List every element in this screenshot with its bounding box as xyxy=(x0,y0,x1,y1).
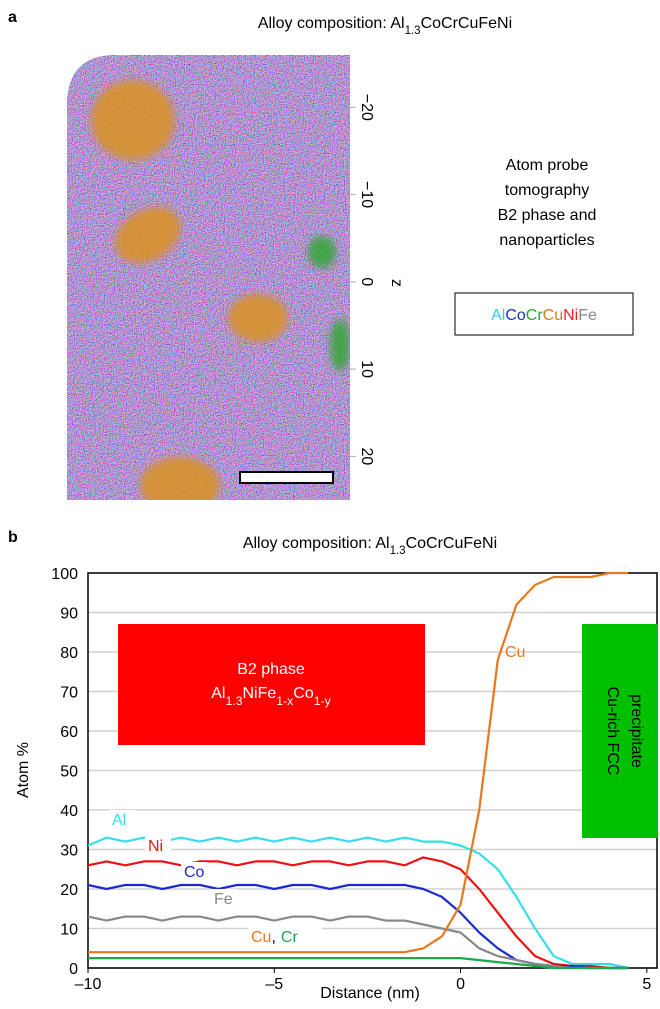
panel-label: a xyxy=(8,9,17,26)
legend-entry: Fe xyxy=(578,307,597,324)
b2-formula-part: 1.3 xyxy=(225,694,242,708)
z-tick-label: 0 xyxy=(358,277,375,286)
series-line xyxy=(88,957,629,970)
series-label-part: , xyxy=(271,929,275,946)
chart-title-part: CoCrCuFeNi xyxy=(406,535,498,552)
series-label: Cu xyxy=(505,644,525,661)
legend: AlCoCrCuNiFe xyxy=(491,307,597,324)
side-text: B2 phase and xyxy=(498,207,597,224)
side-text: Atom probe xyxy=(506,157,589,174)
z-tick-label: 20 xyxy=(358,447,375,465)
z-tick-label: −10 xyxy=(358,181,375,208)
chart-title-part: 1.3 xyxy=(390,545,406,557)
series-label-part: Cr xyxy=(281,929,299,946)
scale-bar xyxy=(239,471,334,484)
series-line xyxy=(87,836,629,970)
legend-box xyxy=(454,292,634,336)
series-line xyxy=(87,915,629,970)
y-tick-label: 80 xyxy=(60,645,78,662)
label-bg xyxy=(145,836,171,856)
atom-probe-image xyxy=(67,55,350,500)
series-label: Ni xyxy=(148,838,163,855)
series-line xyxy=(88,571,629,954)
series-line xyxy=(87,856,629,970)
y-tick-label: 0 xyxy=(69,961,78,978)
b2-formula-part: 1-y xyxy=(314,694,332,708)
series-line xyxy=(87,883,629,970)
fcc-text: Cu-rich FCC xyxy=(604,687,621,776)
legend-entry: Cr xyxy=(526,307,544,324)
label-bg xyxy=(109,810,135,830)
b2-box xyxy=(118,624,425,745)
y-tick-label: 10 xyxy=(60,922,78,939)
x-tick-label: 0 xyxy=(456,976,465,993)
y-tick-label: 60 xyxy=(60,724,78,741)
label-bg xyxy=(181,862,207,882)
z-tick-label: −20 xyxy=(358,94,375,121)
z-axis-label: z xyxy=(388,279,405,287)
side-text: tomography xyxy=(505,182,590,199)
series-label-part: Cu xyxy=(251,929,271,946)
x-axis-label: Distance (nm) xyxy=(320,985,420,1002)
fcc-text: precipitate xyxy=(628,694,645,768)
b2-formula: Al1.3NiFe1-xCo1-y xyxy=(211,685,331,708)
label-bg xyxy=(211,889,237,909)
x-tick-label: –5 xyxy=(265,976,283,993)
fcc-box xyxy=(582,624,658,838)
y-tick-label: 70 xyxy=(60,685,78,702)
panel-title-part: Alloy composition: Al xyxy=(258,15,405,32)
chart-title: Alloy composition: Al1.3CoCrCuFeNi xyxy=(243,535,497,557)
series-label: Cu, Cr xyxy=(251,929,298,946)
y-tick-label: 90 xyxy=(60,606,78,623)
b2-formula-part: 1-x xyxy=(276,694,293,708)
series-label: Al xyxy=(112,812,126,829)
chart-title-part: Alloy composition: Al xyxy=(243,535,390,552)
series-label: Fe xyxy=(214,891,233,908)
x-tick-label: –10 xyxy=(75,976,102,993)
b2-formula-part: Al xyxy=(211,685,225,702)
panel-label: b xyxy=(8,529,18,546)
panel-title: Alloy composition: Al1.3CoCrCuFeNi xyxy=(258,15,512,37)
series-label: Co xyxy=(184,864,205,881)
y-tick-label: 20 xyxy=(60,882,78,899)
legend-entry: Al xyxy=(491,307,505,324)
z-tick-label: 10 xyxy=(358,360,375,378)
x-tick-label: 5 xyxy=(642,976,651,993)
label-bg xyxy=(248,926,322,946)
y-tick-label: 50 xyxy=(60,764,78,781)
y-tick-label: 30 xyxy=(60,843,78,860)
y-tick-label: 100 xyxy=(51,566,78,583)
b2-formula-part: Co xyxy=(293,685,314,702)
panel-title-part: CoCrCuFeNi xyxy=(421,15,513,32)
b2-formula-part: NiFe xyxy=(243,685,277,702)
y-tick-label: 40 xyxy=(60,803,78,820)
legend-entry: Ni xyxy=(563,307,578,324)
y-axis-label: Atom % xyxy=(15,742,32,798)
b2-title: B2 phase xyxy=(237,661,305,678)
panel-title-part: 1.3 xyxy=(405,25,421,37)
legend-entry: Cu xyxy=(543,307,563,324)
legend-entry: Co xyxy=(505,307,526,324)
side-text: nanoparticles xyxy=(499,232,594,249)
